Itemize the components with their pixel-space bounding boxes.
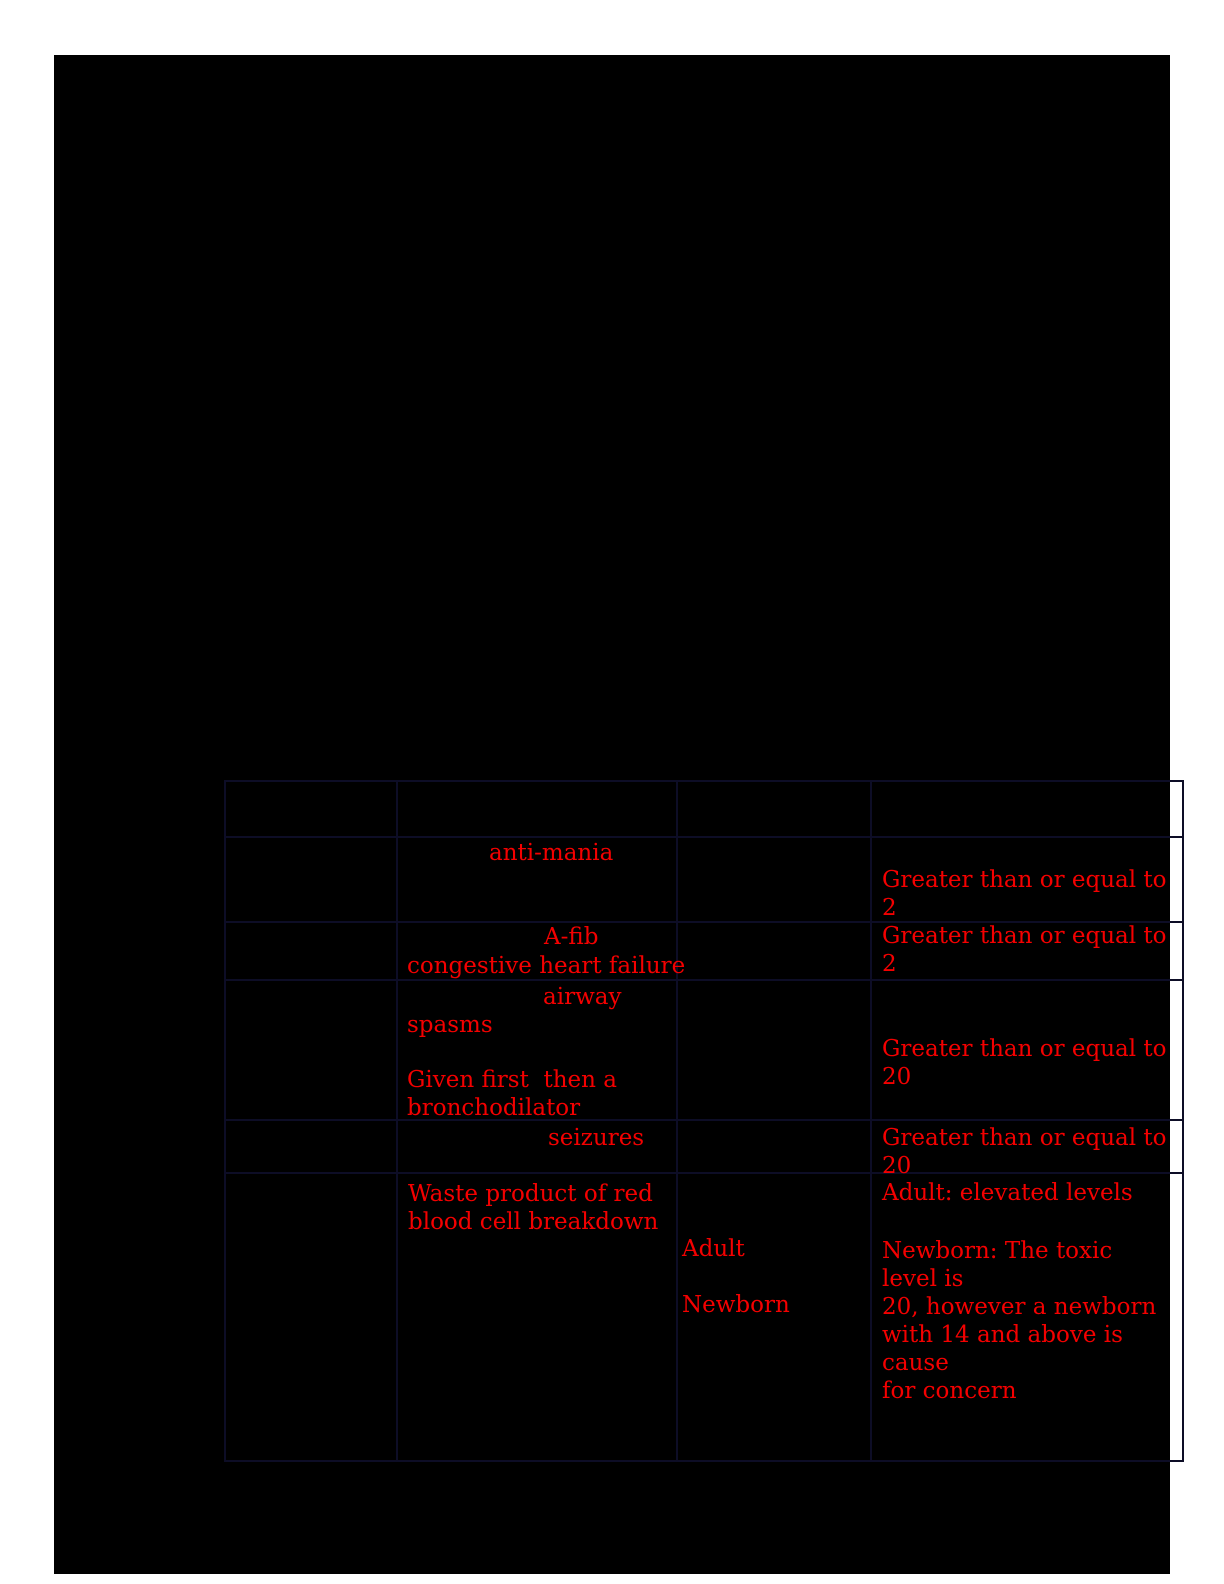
table-row-divider [226, 921, 1182, 923]
cell-text-adult-elevated-levels: Adult: elevated levels [882, 1180, 1133, 1206]
medication-levels-table [224, 780, 1184, 1462]
table-column-divider [676, 782, 678, 1460]
table-column-divider [870, 782, 872, 1460]
cell-text-adult-label: Adult [682, 1236, 745, 1262]
table-row-divider [226, 836, 1182, 838]
cell-text-toxic-level-gte-20-first: Greater than or equal to 20 [882, 1036, 1174, 1090]
cell-text-spasms: spasms [407, 1012, 493, 1038]
table-row-divider [226, 1172, 1182, 1174]
cell-text-seizures: seizures [548, 1125, 645, 1151]
cell-text-waste-product-red-blood-cell: Waste product of red blood cell breakdow… [408, 1181, 659, 1235]
cell-text-congestive-heart-failure: congestive heart failure [407, 953, 686, 979]
cell-text-a-fib: A-fib [544, 924, 599, 950]
table-column-divider [396, 782, 398, 1460]
cell-text-airway: airway [543, 984, 622, 1010]
cell-text-newborn-label: Newborn [682, 1292, 790, 1318]
cell-text-given-first-then-bronchodilator: Given first then a bronchodilator [407, 1067, 617, 1121]
table-row-divider [226, 979, 1182, 981]
black-page-sheet: anti-mania Greater than or equal to 2 A-… [54, 55, 1184, 1574]
table-row-divider [226, 1119, 1182, 1121]
cell-text-anti-mania: anti-mania [489, 840, 614, 866]
cell-text-newborn-toxic-level-note: Newborn: The toxic level is 20, however … [882, 1238, 1157, 1404]
cell-text-toxic-level-gte-2-second: Greater than or equal to 2 [882, 923, 1174, 977]
cell-text-toxic-level-gte-20-second: Greater than or equal to 20 [882, 1125, 1174, 1179]
cell-text-toxic-level-gte-2-first: Greater than or equal to 2 [882, 867, 1174, 921]
